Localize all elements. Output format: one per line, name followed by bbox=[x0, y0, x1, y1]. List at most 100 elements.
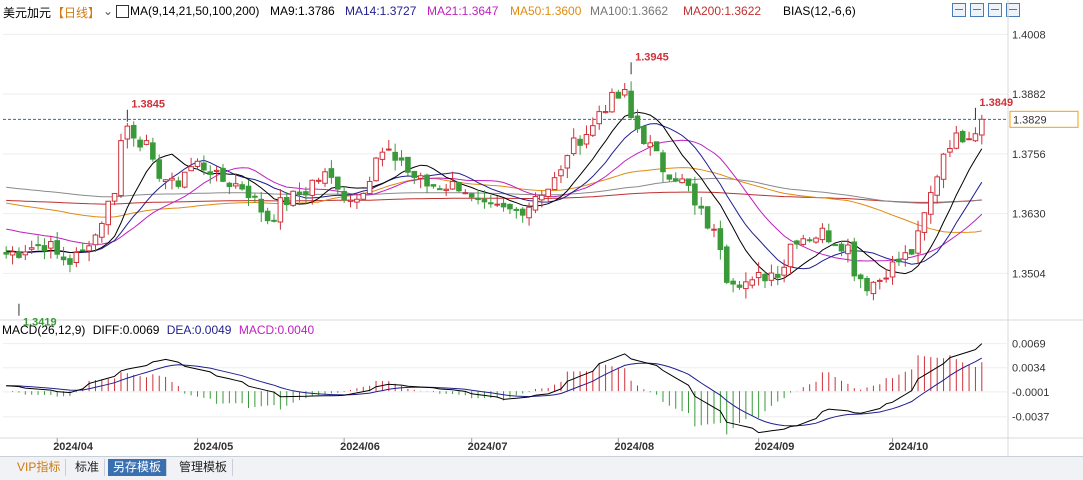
chevron-icon[interactable]: ⌄ bbox=[103, 4, 114, 18]
candle-body bbox=[277, 197, 284, 223]
candle-body bbox=[290, 190, 296, 206]
candle-body bbox=[232, 183, 239, 187]
candle-body bbox=[889, 261, 896, 278]
candle-body bbox=[462, 192, 469, 195]
candle-body bbox=[258, 198, 265, 213]
candle-body bbox=[876, 279, 883, 282]
candle-body bbox=[392, 151, 398, 161]
candle-body bbox=[54, 240, 60, 255]
price-axis-label: 1.3504 bbox=[1012, 268, 1046, 280]
candle-body bbox=[194, 160, 201, 167]
x-axis-label: 2024/05 bbox=[193, 441, 233, 453]
candle-body bbox=[118, 140, 124, 197]
candle-body bbox=[825, 230, 832, 243]
candle-body bbox=[692, 183, 698, 206]
candle-body bbox=[347, 199, 354, 202]
macd-value: MACD:0.0040 bbox=[238, 323, 315, 337]
price-axis-label: 1.4008 bbox=[1012, 29, 1046, 41]
ma-label: MA(9,14,21,50,100,200) bbox=[130, 4, 260, 18]
ma100-value: MA100:1.3662 bbox=[590, 4, 669, 18]
ma9-line bbox=[6, 111, 983, 281]
candle-body bbox=[558, 169, 564, 177]
candle-body bbox=[373, 157, 379, 182]
candle-body bbox=[539, 194, 545, 201]
candle-body bbox=[443, 188, 449, 191]
candle-body bbox=[130, 124, 137, 139]
macd-axis-label: 0.0034 bbox=[1012, 363, 1046, 375]
candle-body bbox=[845, 244, 851, 255]
candle-body bbox=[883, 277, 889, 280]
candle-body bbox=[704, 206, 711, 229]
candle-body bbox=[86, 245, 92, 252]
candle-body bbox=[9, 251, 16, 256]
candle-body bbox=[92, 234, 99, 246]
ma-settings-icon[interactable] bbox=[116, 5, 129, 18]
candle-body bbox=[564, 155, 571, 169]
tab-vip-indicator[interactable]: VIP指标 bbox=[12, 459, 67, 476]
x-axis-label: 2024/08 bbox=[614, 441, 654, 453]
candle-body bbox=[73, 251, 80, 263]
indicator-header: 美元加元 【日线】 ⌄ MA(9,14,21,50,100,200) MA9:1… bbox=[0, 0, 1020, 22]
candle-body bbox=[188, 166, 194, 172]
candle-body bbox=[456, 182, 462, 192]
tab-save-template[interactable]: 另存模板 bbox=[108, 459, 168, 476]
price-axis-label: 1.3756 bbox=[1012, 149, 1046, 161]
candle-body bbox=[507, 203, 513, 210]
ma14-value: MA14:1.3727 bbox=[345, 4, 417, 18]
candle-body bbox=[354, 198, 360, 203]
close-icon[interactable] bbox=[1006, 3, 1020, 17]
candle-body bbox=[908, 249, 915, 255]
candle-body bbox=[711, 228, 717, 231]
macd-axis-label: -0.0001 bbox=[1012, 387, 1049, 399]
candle-body bbox=[953, 132, 960, 149]
candle-body bbox=[634, 115, 641, 130]
period-label[interactable]: 【日线】 bbox=[52, 6, 101, 20]
macd-diff: DIFF:0.0069 bbox=[92, 323, 160, 337]
x-axis-label: 2024/09 bbox=[755, 441, 795, 453]
candle-body bbox=[105, 200, 112, 226]
candle-body bbox=[60, 256, 67, 261]
candle-body bbox=[838, 243, 845, 252]
candle-body bbox=[169, 177, 175, 181]
tab-standard[interactable]: 标准 bbox=[70, 459, 106, 476]
april-high-annotation-label: 1.3845 bbox=[131, 99, 165, 111]
candle-body bbox=[832, 244, 838, 247]
candle-body bbox=[79, 249, 86, 252]
candle-body bbox=[526, 206, 532, 219]
candle-body bbox=[641, 126, 647, 144]
bias-label: BIAS(12,-6,6) bbox=[783, 4, 856, 18]
candle-body bbox=[672, 178, 679, 182]
symbol-title: 美元加元 bbox=[3, 6, 52, 20]
candle-body bbox=[437, 188, 443, 191]
candle-body bbox=[679, 178, 685, 184]
candle-body bbox=[360, 192, 367, 200]
candle-body bbox=[296, 191, 303, 195]
price-chart[interactable]: 1.4008 1.3882 1.3756 1.3630 1.3504 1.3829 1.34… bbox=[0, 0, 1083, 456]
expand-icon[interactable] bbox=[952, 3, 966, 17]
candle-body bbox=[379, 151, 386, 160]
candle-body bbox=[334, 176, 341, 190]
x-axis-label: 2024/04 bbox=[53, 441, 94, 453]
tab-manage-template[interactable]: 管理模板 bbox=[174, 459, 234, 476]
candle-body bbox=[717, 228, 724, 251]
candle-body bbox=[800, 238, 807, 245]
august-high-annotation-label: 1.3945 bbox=[635, 51, 669, 63]
candle-body bbox=[3, 252, 9, 255]
candle-body bbox=[481, 198, 488, 203]
candle-body bbox=[488, 202, 494, 205]
price-axis-label: 1.3882 bbox=[1012, 89, 1046, 101]
candle-body bbox=[252, 195, 258, 198]
candle-body bbox=[341, 190, 347, 201]
macd-header: MACD(26,12,9) DIFF:0.0069 DEA:0.0049 MAC… bbox=[2, 323, 318, 337]
candle-body bbox=[570, 137, 577, 155]
candle-body bbox=[67, 258, 73, 265]
grid-icon[interactable] bbox=[970, 3, 984, 17]
candle-body bbox=[749, 279, 756, 286]
current-price-label: 1.3829 bbox=[1013, 114, 1047, 126]
candle-body bbox=[309, 179, 316, 196]
save-icon[interactable] bbox=[988, 3, 1002, 17]
candle-body bbox=[315, 179, 322, 182]
candle-body bbox=[398, 157, 405, 161]
candle-body bbox=[41, 245, 48, 252]
candle-body bbox=[430, 184, 437, 187]
